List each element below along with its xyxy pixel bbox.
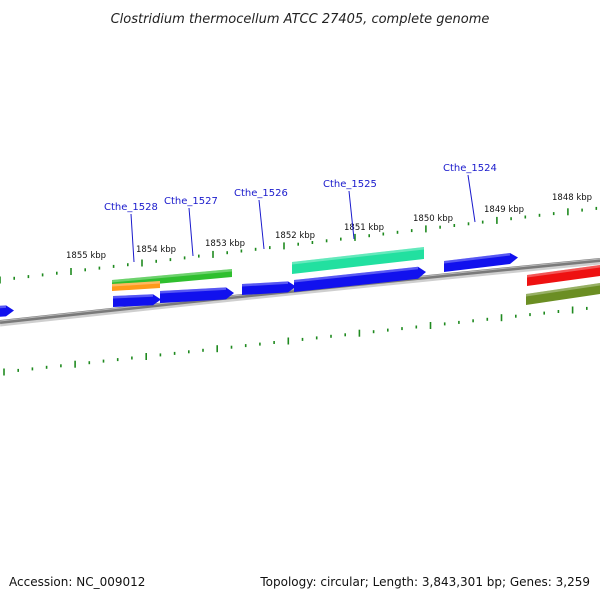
feature-olive-highlight [526, 283, 600, 297]
feature-blue-1528-body [113, 294, 161, 307]
feature-blue-1525[interactable] [294, 266, 426, 292]
feature-green-upper-highlight [112, 269, 232, 283]
feature-blue-1525-highlight [294, 266, 418, 283]
feature-blue-left[interactable] [0, 305, 14, 317]
map-title: Clostridium thermocellum ATCC 27405, com… [111, 12, 490, 27]
feature-orange-highlight [112, 281, 160, 287]
gene-leader-cthe-1526 [258, 199, 265, 250]
feature-blue-1524[interactable] [444, 253, 518, 272]
gene-label-cthe-1525[interactable]: Cthe_1525 [323, 179, 377, 190]
feature-blue-1527[interactable] [160, 287, 234, 303]
gene-labels: Cthe_1528 Cthe_1527 Cthe_1526 Cthe_1525 Cthe… [104, 163, 497, 263]
gene-label-cthe-1526[interactable]: Cthe_1526 [234, 188, 288, 199]
feature-teal-highlight [292, 247, 424, 265]
kbp-label: 1851 kbp [344, 223, 384, 233]
scale-ticks [0, 206, 598, 376]
feature-teal[interactable] [292, 247, 424, 274]
kbp-label: 1850 kbp [413, 214, 453, 224]
feature-blue-1526-body [242, 281, 296, 295]
feature-blue-left-body [0, 305, 14, 317]
feature-blue-1526-highlight [242, 281, 288, 287]
kbp-label: 1855 kbp [66, 251, 106, 261]
kbp-label: 1849 kbp [484, 205, 524, 215]
feature-blue-1526[interactable] [242, 281, 296, 295]
gene-features [0, 247, 600, 317]
gene-label-cthe-1527[interactable]: Cthe_1527 [164, 196, 218, 207]
gene-leader-cthe-1524 [467, 174, 476, 223]
feature-blue-1528[interactable] [113, 294, 161, 307]
accession-text: Accession: NC_009012 [9, 575, 145, 589]
kbp-labels: 1855 kbp 1854 kbp 1853 kbp 1852 kbp 1851 kbp… [66, 193, 592, 261]
gene-leader-cthe-1528 [130, 213, 135, 263]
gene-leader-cthe-1527 [188, 207, 194, 257]
kbp-label: 1853 kbp [205, 239, 245, 249]
kbp-label: 1852 kbp [275, 231, 315, 241]
genome-summary-text: Topology: circular; Length: 3,843,301 bp… [259, 575, 590, 589]
feature-blue-left-highlight [0, 305, 6, 309]
feature-blue-1527-highlight [160, 287, 226, 294]
gene-label-cthe-1528[interactable]: Cthe_1528 [104, 202, 158, 213]
feature-teal-body [292, 247, 424, 274]
feature-blue-1524-highlight [444, 253, 510, 264]
kbp-label: 1848 kbp [552, 193, 592, 203]
feature-orange[interactable] [112, 281, 160, 291]
feature-blue-1524-body [444, 253, 518, 272]
feature-red[interactable] [527, 265, 600, 286]
kbp-label: 1854 kbp [136, 245, 176, 255]
feature-olive[interactable] [526, 283, 600, 305]
feature-red-highlight [527, 265, 600, 278]
feature-blue-1528-highlight [113, 294, 153, 299]
gene-label-cthe-1524[interactable]: Cthe_1524 [443, 163, 497, 174]
feature-blue-1525-body [294, 266, 426, 292]
feature-orange-body [112, 281, 160, 291]
feature-blue-1527-body [160, 287, 234, 303]
feature-red-body [527, 265, 600, 286]
feature-olive-body [526, 283, 600, 305]
gene-leader-cthe-1525 [348, 190, 355, 240]
